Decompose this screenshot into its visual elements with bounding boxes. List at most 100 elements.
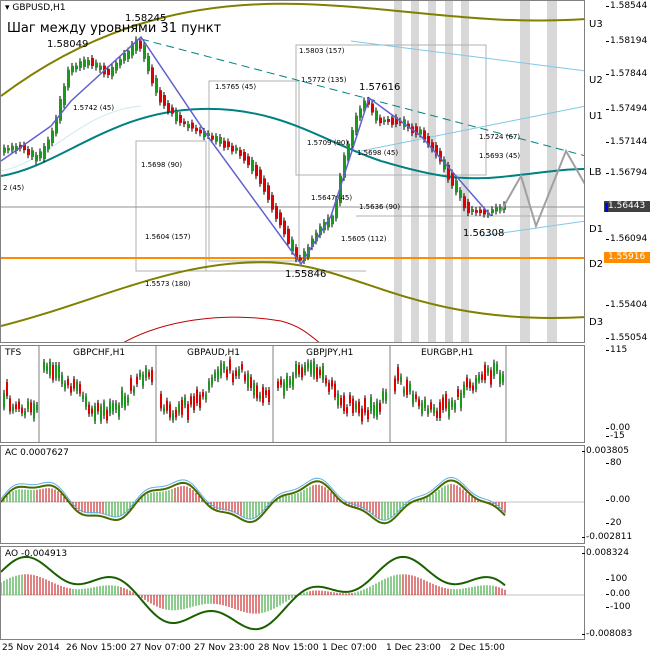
candle: [63, 83, 66, 109]
tfs-candle: [367, 407, 369, 423]
price-tick: 1.58194: [605, 36, 648, 46]
tfs-candle: [406, 376, 408, 399]
candle: [7, 145, 10, 154]
ac-scale: 0.003805 80 0.00 20 -0.002811: [581, 445, 650, 544]
tfs-candle: [469, 378, 471, 391]
tfs-candle: [394, 375, 396, 395]
time-axis[interactable]: 25 Nov 2014 26 Nov 15:00 27 Nov 07:00 27…: [0, 640, 585, 660]
tfs-candle: [133, 385, 135, 396]
tfs-candle: [463, 381, 465, 399]
tfs-candle: [481, 371, 483, 383]
candle: [91, 54, 94, 70]
ao-pane[interactable]: AO -0.004913: [0, 546, 585, 640]
candle: [183, 118, 186, 128]
tfs-candle: [235, 367, 237, 380]
tfs-candle: [403, 386, 405, 397]
main-chart-pane[interactable]: ▾ GBPUSD,H1 Шаг между уровнями 31 пункт …: [0, 0, 585, 343]
tfs-pane[interactable]: TFS GBPCHF,H1 GBPAUD,H1 GBPJPY,H1 EURGBP…: [0, 345, 585, 443]
tfs-candle: [250, 374, 252, 392]
tfs-candle: [229, 356, 231, 374]
tfs-candle: [460, 389, 462, 412]
candle: [187, 120, 190, 132]
candle: [491, 206, 494, 217]
tfs-candle: [295, 360, 297, 379]
fib-label: 1.5772 (135): [301, 76, 347, 84]
fib-label: 1.5803 (157): [299, 47, 345, 55]
tfs-candle: [484, 361, 486, 384]
candle: [95, 59, 98, 71]
fib-label: 1.5605 (112): [341, 235, 387, 243]
tfs-candle: [301, 364, 303, 381]
tfs-candle: [160, 390, 162, 412]
tfs-candle: [361, 405, 363, 425]
tfs-candle: [337, 390, 339, 409]
candle: [295, 244, 298, 263]
tfs-candle: [241, 361, 243, 373]
price-scale[interactable]: 1.58544 1.58194 1.57844 1.57494 1.57144 …: [586, 0, 650, 343]
tfs-candle: [61, 371, 63, 388]
scroll-marker-icon[interactable]: [605, 203, 608, 212]
tfs-candle: [202, 389, 204, 400]
tfs-candle: [163, 404, 165, 415]
candle: [251, 156, 254, 175]
fib-label: 1.5765 (45): [215, 83, 257, 91]
tfs-candle: [445, 390, 447, 412]
candle: [371, 100, 374, 116]
candle: [479, 206, 482, 217]
time-tick: 25 Nov 2014: [2, 643, 60, 653]
tfs-candle: [223, 361, 225, 373]
scale-tick: 0.00: [605, 589, 631, 599]
tfs-candle: [226, 366, 228, 381]
tfs-candle: [15, 401, 17, 413]
tfs-candle: [307, 359, 309, 372]
candle: [195, 124, 198, 135]
time-tick: 27 Nov 07:00: [130, 643, 191, 653]
candle: [451, 169, 454, 189]
level-u1: U1: [589, 111, 603, 122]
tfs-candle: [145, 365, 147, 381]
candle: [59, 96, 62, 124]
candle: [27, 145, 30, 159]
tfs-candle: [91, 405, 93, 417]
tfs-candle: [496, 361, 498, 374]
tfs-candle: [334, 380, 336, 401]
tfs-candle: [115, 400, 117, 414]
fib-label: 1.5573 (180): [145, 280, 191, 288]
fib-label: 1.5724 (67): [479, 133, 521, 141]
candle: [175, 107, 178, 125]
candle: [431, 139, 434, 153]
price-tick: 1.57144: [605, 137, 648, 147]
candle: [391, 114, 394, 128]
tfs-candle: [187, 401, 189, 423]
tfs-candle: [121, 386, 123, 409]
candle: [347, 140, 350, 163]
tfs-candle: [36, 401, 38, 413]
fib-label: 1.5647 (45): [311, 194, 353, 202]
candle: [427, 132, 430, 148]
ac-pane[interactable]: AC 0.0007627: [0, 445, 585, 544]
candle: [151, 64, 154, 87]
tfs-candle: [292, 371, 294, 390]
tfs-candle: [322, 362, 324, 383]
candle: [459, 187, 462, 201]
candle: [439, 147, 442, 165]
candle: [283, 217, 286, 238]
tfs-candle: [27, 398, 29, 413]
tfs-candle: [298, 362, 300, 378]
scale-tick: 0.003805: [582, 446, 629, 456]
tfs-candle: [286, 372, 288, 391]
dropdown-arrow-icon[interactable]: ▾: [5, 3, 13, 13]
zigzag-line: [1, 35, 492, 266]
candle: [11, 142, 14, 154]
candle: [495, 203, 498, 215]
chart-symbol-title: ▾ GBPUSD,H1: [5, 3, 66, 13]
tfs-candle: [70, 383, 72, 396]
candle: [23, 141, 26, 154]
tfs-candle: [124, 392, 126, 411]
candle: [395, 114, 398, 128]
tfs-candle: [24, 408, 26, 419]
tfs-candle: [184, 394, 186, 409]
tfs-candle: [340, 395, 342, 409]
scale-tick: 0.008324: [582, 548, 629, 558]
fib-label: 2 (45): [3, 184, 25, 192]
